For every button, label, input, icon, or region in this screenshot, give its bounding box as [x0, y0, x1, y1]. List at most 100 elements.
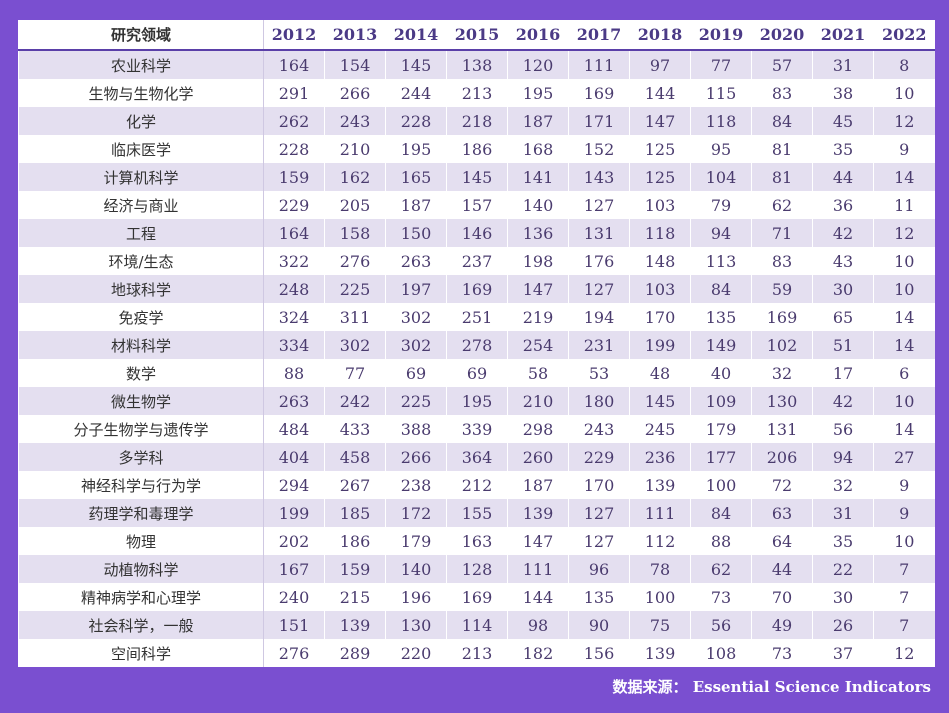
- value-cell: 262: [263, 107, 325, 135]
- value-cell: 138: [446, 50, 508, 79]
- header-year: 2016: [507, 20, 569, 51]
- value-cell: 251: [446, 303, 508, 331]
- value-cell: 311: [324, 303, 386, 331]
- value-cell: 48: [629, 359, 691, 387]
- table-row: 社会科学，一般 151 139 130 114 98 90 75 56 49 26 7: [18, 611, 935, 639]
- value-cell: 81: [751, 163, 813, 191]
- value-cell: 77: [690, 50, 752, 79]
- header-year: 2012: [263, 20, 325, 51]
- value-cell: 164: [263, 50, 325, 79]
- value-cell: 404: [263, 443, 325, 471]
- value-cell: 111: [507, 555, 569, 583]
- citation-table: 研究领域 2012 2013 2014 2015 2016 2017 2018 2019 202…: [18, 20, 935, 667]
- value-cell: 118: [629, 219, 691, 247]
- value-cell: 69: [385, 359, 447, 387]
- value-cell: 14: [873, 331, 935, 359]
- value-cell: 205: [324, 191, 386, 219]
- value-cell: 266: [324, 79, 386, 107]
- value-cell: 84: [751, 107, 813, 135]
- table-row: 免疫学 324 311 302 251 219 194 170 135 169 65 14: [18, 303, 935, 331]
- value-cell: 164: [263, 219, 325, 247]
- value-cell: 57: [751, 50, 813, 79]
- value-cell: 111: [568, 50, 630, 79]
- value-cell: 179: [690, 415, 752, 443]
- value-cell: 169: [751, 303, 813, 331]
- value-cell: 294: [263, 471, 325, 499]
- value-cell: 195: [446, 387, 508, 415]
- value-cell: 120: [507, 50, 569, 79]
- value-cell: 186: [324, 527, 386, 555]
- value-cell: 139: [629, 639, 691, 667]
- value-cell: 212: [446, 471, 508, 499]
- value-cell: 168: [507, 135, 569, 163]
- value-cell: 228: [385, 107, 447, 135]
- value-cell: 159: [324, 555, 386, 583]
- table-row: 动植物科学 167 159 140 128 111 96 78 62 44 22 7: [18, 555, 935, 583]
- research-field-cell: 农业科学: [18, 50, 264, 79]
- value-cell: 73: [690, 583, 752, 611]
- value-cell: 14: [873, 415, 935, 443]
- value-cell: 42: [812, 219, 874, 247]
- value-cell: 51: [812, 331, 874, 359]
- value-cell: 195: [385, 135, 447, 163]
- value-cell: 135: [690, 303, 752, 331]
- value-cell: 22: [812, 555, 874, 583]
- value-cell: 144: [507, 583, 569, 611]
- table-row: 工程 164 158 150 146 136 131 118 94 71 42 12: [18, 219, 935, 247]
- table-row: 环境/生态 322 276 263 237 198 176 148 113 83 43 10: [18, 247, 935, 275]
- table-row: 药理学和毒理学 199 185 172 155 139 127 111 84 63 31 9: [18, 499, 935, 527]
- value-cell: 12: [873, 107, 935, 135]
- value-cell: 103: [629, 275, 691, 303]
- header-year: 2021: [812, 20, 874, 51]
- value-cell: 78: [629, 555, 691, 583]
- value-cell: 139: [629, 471, 691, 499]
- value-cell: 71: [751, 219, 813, 247]
- value-cell: 36: [812, 191, 874, 219]
- value-cell: 242: [324, 387, 386, 415]
- value-cell: 130: [751, 387, 813, 415]
- value-cell: 254: [507, 331, 569, 359]
- value-cell: 388: [385, 415, 447, 443]
- value-cell: 147: [507, 275, 569, 303]
- value-cell: 37: [812, 639, 874, 667]
- research-field-cell: 地球科学: [18, 275, 264, 303]
- value-cell: 150: [385, 219, 447, 247]
- value-cell: 9: [873, 471, 935, 499]
- research-field-cell: 空间科学: [18, 639, 264, 667]
- value-cell: 10: [873, 79, 935, 107]
- value-cell: 38: [812, 79, 874, 107]
- value-cell: 260: [507, 443, 569, 471]
- value-cell: 182: [507, 639, 569, 667]
- value-cell: 458: [324, 443, 386, 471]
- value-cell: 65: [812, 303, 874, 331]
- value-cell: 244: [385, 79, 447, 107]
- value-cell: 140: [385, 555, 447, 583]
- value-cell: 73: [751, 639, 813, 667]
- value-cell: 229: [263, 191, 325, 219]
- table-row: 神经科学与行为学 294 267 238 212 187 170 139 100 72 32 9: [18, 471, 935, 499]
- value-cell: 62: [690, 555, 752, 583]
- value-cell: 135: [568, 583, 630, 611]
- value-cell: 139: [324, 611, 386, 639]
- value-cell: 56: [690, 611, 752, 639]
- value-cell: 10: [873, 247, 935, 275]
- value-cell: 148: [629, 247, 691, 275]
- value-cell: 31: [812, 499, 874, 527]
- value-cell: 484: [263, 415, 325, 443]
- value-cell: 218: [446, 107, 508, 135]
- research-field-cell: 生物与生物化学: [18, 79, 264, 107]
- value-cell: 84: [690, 275, 752, 303]
- value-cell: 27: [873, 443, 935, 471]
- value-cell: 210: [324, 135, 386, 163]
- header-year: 2017: [568, 20, 630, 51]
- value-cell: 206: [751, 443, 813, 471]
- value-cell: 263: [263, 387, 325, 415]
- value-cell: 163: [446, 527, 508, 555]
- value-cell: 63: [751, 499, 813, 527]
- value-cell: 219: [507, 303, 569, 331]
- value-cell: 187: [507, 471, 569, 499]
- value-cell: 245: [629, 415, 691, 443]
- research-field-cell: 微生物学: [18, 387, 264, 415]
- value-cell: 14: [873, 163, 935, 191]
- value-cell: 159: [263, 163, 325, 191]
